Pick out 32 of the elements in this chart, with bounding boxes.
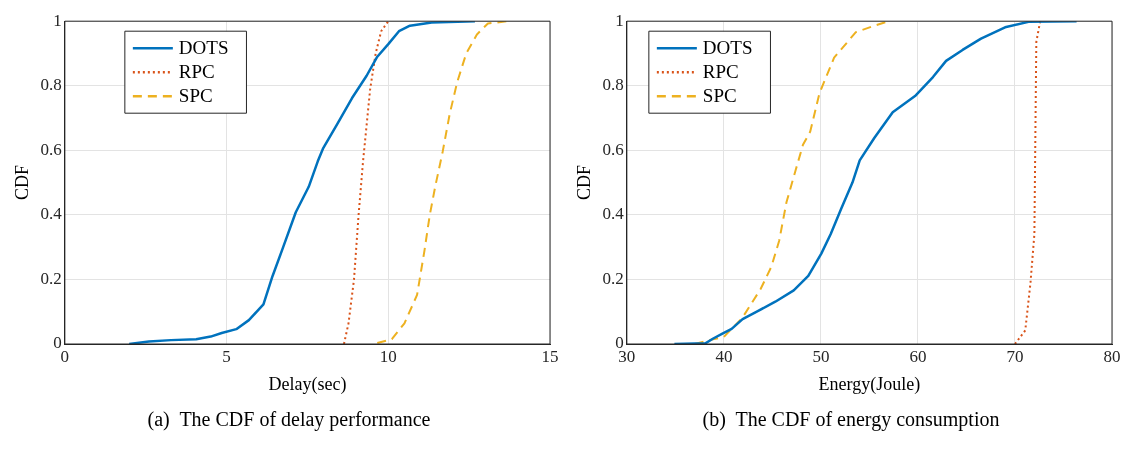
- y-tick-label: 1: [53, 10, 62, 30]
- x-axis-title: Energy(Joule): [818, 373, 921, 395]
- y-tick-label: 0.4: [40, 204, 63, 224]
- x-tick-label: 50: [812, 346, 830, 366]
- legend-label: SPC: [702, 85, 737, 107]
- y-axis-title: CDF: [573, 165, 594, 201]
- legend-label: SPC: [178, 85, 213, 107]
- x-axis-title: Delay(sec): [268, 373, 347, 395]
- legend-label: RPC: [178, 61, 215, 83]
- x-tick-label: 80: [1103, 346, 1121, 366]
- legend-label: DOTS: [178, 37, 229, 59]
- x-tick-label: 40: [715, 346, 733, 366]
- text: (a) The CDF of delay performance: [147, 408, 431, 431]
- y-tick-label: 0.2: [40, 268, 62, 288]
- y-axis-title: CDF: [11, 165, 32, 201]
- y-tick-label: 0.2: [602, 268, 624, 288]
- y-tick-label: 0.8: [602, 75, 624, 95]
- legend-label: DOTS: [702, 37, 753, 59]
- x-tick-label: 10: [379, 346, 397, 366]
- text: (b) The CDF of energy consumption: [702, 408, 1000, 431]
- x-tick-label: 5: [222, 346, 231, 366]
- legend-label: RPC: [702, 61, 739, 83]
- y-tick-label: 0.8: [40, 75, 62, 95]
- y-tick-label: 0.6: [40, 139, 62, 159]
- y-tick-label: 0.4: [602, 204, 625, 224]
- x-tick-label: 70: [1006, 346, 1024, 366]
- x-tick-label: 60: [909, 346, 927, 366]
- y-tick-label: 0: [53, 333, 62, 353]
- line-series: [342, 21, 390, 344]
- y-tick-label: 0.6: [602, 139, 624, 159]
- x-tick-label: 15: [541, 346, 559, 366]
- y-tick-label: 1: [615, 10, 624, 30]
